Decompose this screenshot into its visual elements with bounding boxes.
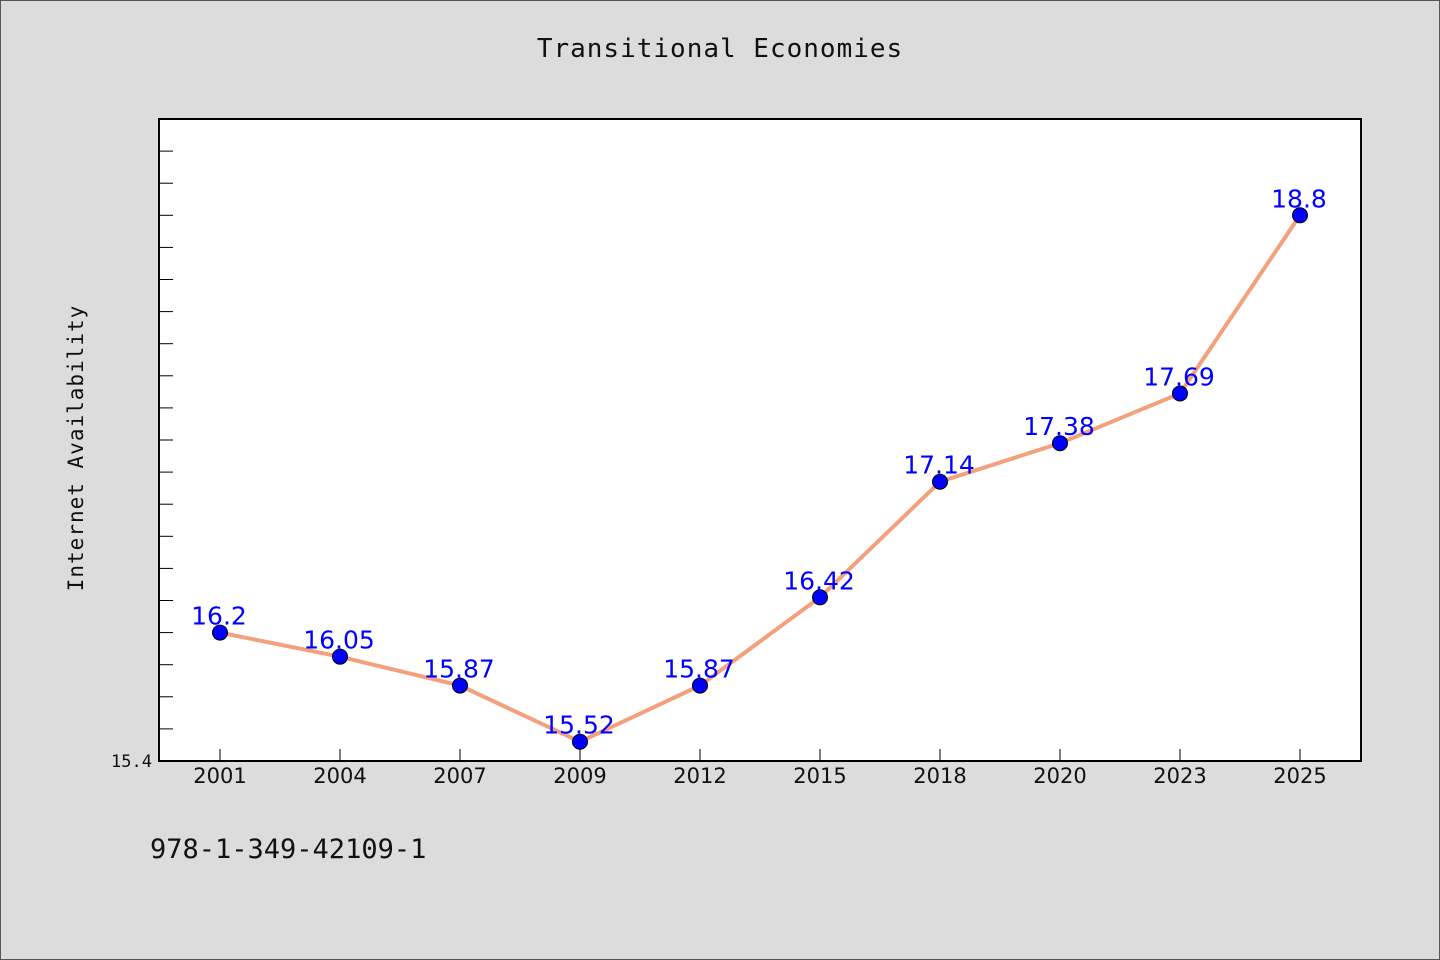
x-tick-label: 2015 <box>793 764 846 788</box>
x-tick-label: 2018 <box>913 764 966 788</box>
x-tick-label: 2012 <box>673 764 726 788</box>
x-tick-label: 2025 <box>1273 764 1326 788</box>
data-point <box>1172 385 1188 402</box>
x-tick-label: 2004 <box>313 764 366 788</box>
plot-area <box>158 118 1362 762</box>
data-label: 17.38 <box>1023 412 1095 441</box>
data-label: 15.87 <box>423 655 495 684</box>
y-axis-ticks <box>159 150 173 730</box>
chart-title: Transitional Economies <box>536 34 904 64</box>
x-tick-label: 2020 <box>1033 764 1086 788</box>
data-label: 18.8 <box>1271 184 1327 213</box>
data-label: 15.87 <box>663 655 735 684</box>
data-point <box>332 648 348 665</box>
isbn-footer: 978-1-349-42109-1 <box>150 834 427 865</box>
data-point <box>572 733 588 750</box>
data-labels: 16.2 16.05 15.87 15.52 15.87 16.42 17.14 17.38 1… <box>191 184 1327 739</box>
data-markers <box>212 207 1308 750</box>
y-tick-label: 15.4 <box>111 752 152 772</box>
data-label: 16.05 <box>303 626 375 655</box>
x-axis-ticks: 2001 2004 2007 2009 2012 2015 2018 2020 2023 2025 <box>193 749 1327 788</box>
data-label: 16.42 <box>783 566 855 595</box>
data-point <box>212 624 228 641</box>
data-point <box>812 589 828 606</box>
data-point <box>452 677 468 694</box>
data-label: 15.52 <box>543 711 615 740</box>
data-point <box>1292 207 1308 224</box>
x-tick-label: 2023 <box>1153 764 1206 788</box>
data-label: 17.69 <box>1143 362 1215 391</box>
data-point <box>932 473 948 490</box>
data-label: 16.2 <box>191 602 247 631</box>
data-point <box>692 677 708 694</box>
x-tick-label: 2001 <box>193 764 246 788</box>
series-line <box>218 213 1302 744</box>
data-point <box>1052 435 1068 452</box>
x-tick-label: 2009 <box>553 764 606 788</box>
x-tick-label: 2007 <box>433 764 486 788</box>
data-label: 17.14 <box>903 451 975 480</box>
